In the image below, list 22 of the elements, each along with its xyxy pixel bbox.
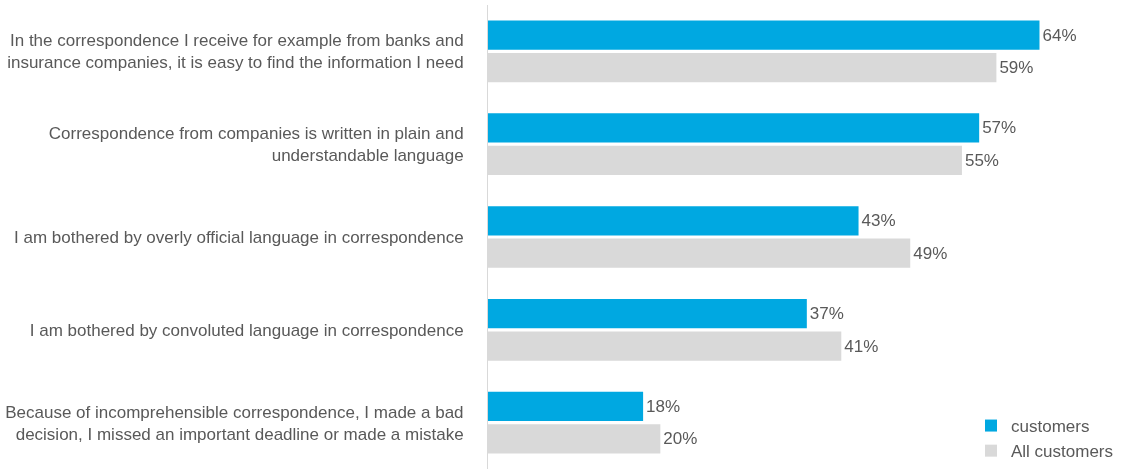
data-label: 64% <box>1042 25 1077 45</box>
y-tick-label: In the correspondence I receive for example from banks and insurance companies, it is easy to find the information I need <box>7 31 464 73</box>
y-tick-label: I am bothered by convoluted language in correspondence <box>29 320 464 340</box>
data-label: 18% <box>646 396 681 416</box>
data-label: 59% <box>999 58 1034 78</box>
data-label: 43% <box>861 211 896 231</box>
data-label: 55% <box>964 150 999 170</box>
legend-label: All customers <box>1011 442 1114 462</box>
data-label: 20% <box>663 429 698 449</box>
data-label: 49% <box>913 243 948 263</box>
bar <box>488 206 859 236</box>
bar <box>488 20 1040 50</box>
data-label: 41% <box>844 336 879 356</box>
data-label: 37% <box>809 304 844 324</box>
bar <box>488 298 807 329</box>
y-tick-label: I am bothered by overly official language in correspondence <box>14 227 464 247</box>
data-label: 57% <box>982 118 1017 138</box>
bar <box>488 113 980 143</box>
bar <box>488 391 644 421</box>
legend-label: customers <box>1011 417 1090 437</box>
y-tick-label: Correspondence from companies is written in plain and understandable language <box>48 124 464 166</box>
y-tick-label: Because of incomprehensible correspondence, I made a bad decision, I missed an important deadline or made a mistake <box>5 402 464 444</box>
